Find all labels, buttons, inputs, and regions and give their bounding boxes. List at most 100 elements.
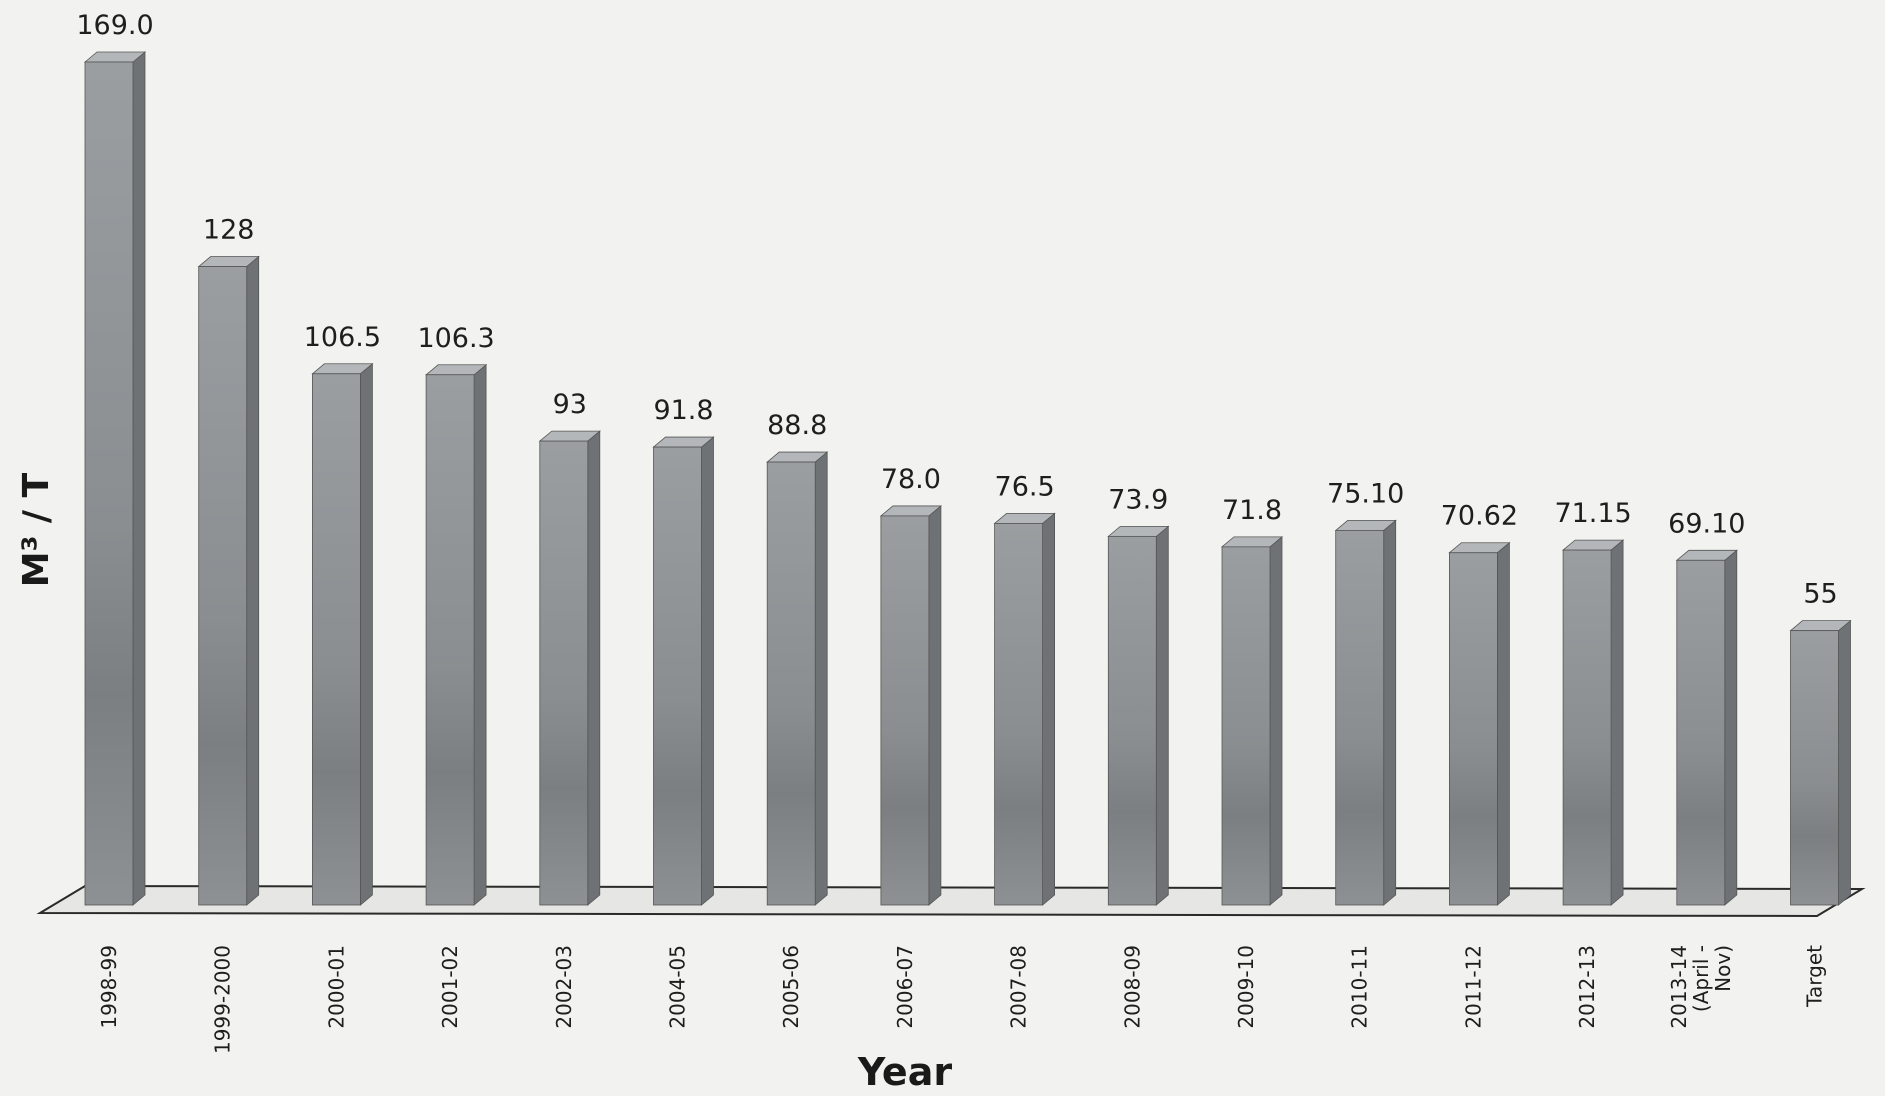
bar-side <box>814 451 828 906</box>
bar <box>1334 519 1397 906</box>
x-tick-label: 2002-03 <box>552 945 576 1029</box>
bar <box>879 505 943 906</box>
data-label: 71.8 <box>1222 495 1282 526</box>
x-tick-label-line: 2006-07 <box>893 945 917 1029</box>
x-tick-label-line: 1998-99 <box>97 945 121 1029</box>
bar-side <box>359 362 373 906</box>
bar-front <box>766 461 816 906</box>
y-axis-title: M³ / T <box>16 472 57 587</box>
bar <box>83 51 147 906</box>
bar <box>652 436 715 906</box>
bar-front <box>539 440 589 906</box>
bar <box>993 512 1056 906</box>
chart-floor <box>36 884 1866 918</box>
bar <box>1675 549 1738 906</box>
bar <box>538 430 601 906</box>
x-tick-label-line: (April - <box>1689 945 1713 1012</box>
x-tick-label: 1998-99 <box>97 945 121 1029</box>
bar-front <box>1676 559 1726 906</box>
data-label: 69.10 <box>1668 508 1745 539</box>
bar <box>197 255 260 906</box>
x-axis-title: Year <box>857 1050 952 1094</box>
x-tick-label-line: 2011-12 <box>1461 945 1485 1029</box>
x-tick-label: 2010-11 <box>1348 945 1372 1029</box>
bar <box>1220 535 1284 906</box>
bar-side <box>928 505 942 906</box>
x-tick-label-line: 2001-02 <box>438 945 462 1029</box>
bar <box>1789 619 1852 906</box>
data-label: 88.8 <box>767 410 827 441</box>
data-label: 106.3 <box>417 323 494 354</box>
data-label: 70.62 <box>1441 501 1518 532</box>
bar-side <box>1610 539 1624 906</box>
x-tick-label: 2004-05 <box>666 945 690 1029</box>
x-tick-label: 2007-08 <box>1007 945 1031 1029</box>
bar-side <box>1383 519 1397 906</box>
bar-front <box>1790 630 1839 906</box>
bar-side <box>132 51 146 906</box>
x-tick-label-line: 2012-13 <box>1575 945 1599 1029</box>
bar-front <box>1335 529 1385 906</box>
data-label: 128 <box>203 215 255 246</box>
bar <box>1448 541 1511 906</box>
x-tick-label-line: 2007-08 <box>1007 945 1031 1029</box>
data-label: 169.0 <box>76 10 153 41</box>
x-tick-label: 2006-07 <box>893 945 917 1029</box>
x-tick-label: 2012-13 <box>1575 945 1599 1029</box>
x-tick-label: 1999-2000 <box>211 945 235 1054</box>
bar-front <box>198 266 248 906</box>
data-label: 106.5 <box>304 322 381 353</box>
bar-side <box>1042 512 1055 906</box>
bar <box>766 451 829 906</box>
bar <box>424 363 488 906</box>
bar-front <box>1107 535 1157 906</box>
x-tick-label: 2005-06 <box>779 945 803 1029</box>
bar-side <box>587 430 601 906</box>
x-tick-label: 2001-02 <box>438 945 462 1029</box>
bar-side <box>1497 541 1510 906</box>
data-label: 78.0 <box>881 464 941 495</box>
bar-front <box>653 446 702 906</box>
bar-front <box>994 523 1043 906</box>
x-tick-label-line: 2000-01 <box>324 945 348 1029</box>
x-tick-label: 2011-12 <box>1461 945 1485 1029</box>
x-tick-label-line: 2010-11 <box>1348 945 1372 1029</box>
bar <box>311 362 374 906</box>
bar-side <box>1155 525 1169 906</box>
x-tick-label: 2000-01 <box>324 945 348 1029</box>
x-tick-label-line: 2005-06 <box>779 945 803 1029</box>
bar-side <box>701 436 714 906</box>
x-tick-label-line: Nov) <box>1711 945 1735 992</box>
bar-side <box>1838 619 1851 906</box>
bar-front <box>1562 549 1612 906</box>
data-label: 73.9 <box>1108 484 1168 515</box>
x-tick-label-line: 2004-05 <box>666 945 690 1029</box>
bar-side <box>1724 549 1738 906</box>
data-label: 55 <box>1803 579 1837 610</box>
x-tick-label: 2013-14(April -Nov) <box>1667 945 1735 1029</box>
bar-front <box>1449 552 1498 906</box>
bar-side <box>473 363 487 906</box>
data-label: 71.15 <box>1554 498 1631 529</box>
bar-front <box>425 374 475 906</box>
data-label: 91.8 <box>653 395 713 426</box>
x-tick-label: 2008-09 <box>1120 945 1144 1029</box>
x-tick-label-line: 2008-09 <box>1120 945 1144 1029</box>
x-tick-label: 2009-10 <box>1234 945 1258 1029</box>
x-tick-label-line: Target <box>1803 945 1827 1008</box>
bar-front <box>880 515 930 906</box>
bar-side <box>1269 535 1283 906</box>
bar-front <box>311 373 361 906</box>
data-label: 75.10 <box>1327 478 1404 509</box>
x-tick-label-line: 2009-10 <box>1234 945 1258 1029</box>
x-tick-label-line: 1999-2000 <box>211 945 235 1054</box>
bar-front <box>1221 546 1271 906</box>
x-tick-label: Target <box>1803 945 1827 1008</box>
bar <box>1561 539 1625 906</box>
bar-side <box>246 255 260 906</box>
data-label: 93 <box>553 389 587 420</box>
x-tick-label-line: 2013-14 <box>1667 945 1691 1029</box>
bar-front <box>84 61 134 906</box>
